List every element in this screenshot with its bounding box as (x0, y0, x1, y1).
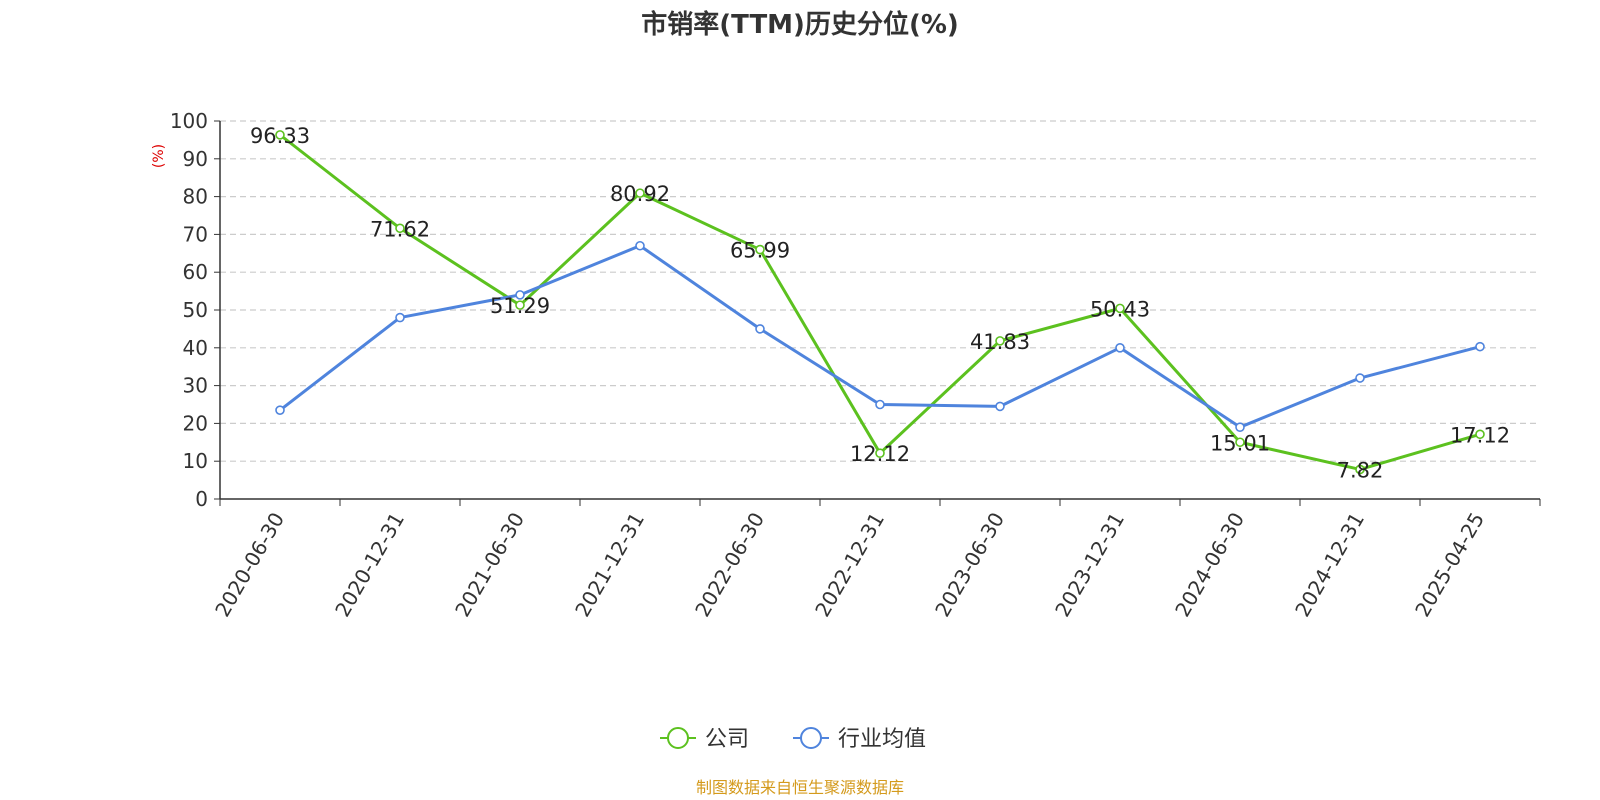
legend-label: 行业均值 (838, 727, 926, 752)
legend-marker (800, 727, 822, 749)
y-tick-label: 60 (183, 260, 208, 284)
data-label: 12.12 (850, 442, 910, 466)
axes: 0 10 20 30 40 50 60 70 80 90 100 2020-06-30 2020-12-… (170, 109, 1541, 621)
grid-lines (220, 120, 1540, 462)
data-point[interactable] (635, 240, 645, 251)
y-tick-label: 70 (183, 222, 208, 246)
data-point[interactable] (1115, 342, 1125, 353)
data-label: 41.83 (970, 330, 1030, 354)
x-tick-label: 2021-12-31 (570, 508, 649, 621)
data-label: 15.01 (1210, 431, 1270, 455)
series-lines (275, 130, 1485, 475)
data-point[interactable] (1355, 464, 1365, 475)
x-tick-label: 2023-12-31 (1050, 508, 1129, 621)
x-tick-label: 2022-12-31 (810, 508, 889, 621)
y-tick-label: 40 (183, 336, 208, 360)
x-tick-label: 2023-06-30 (930, 508, 1009, 621)
data-label: 71.62 (370, 217, 430, 241)
data-point[interactable] (995, 336, 1005, 346)
data-point[interactable] (275, 405, 285, 415)
data-label: 80.92 (610, 182, 670, 206)
legend-item[interactable]: 公司 (660, 727, 749, 752)
data-point[interactable] (515, 290, 525, 300)
data-label: 50.43 (1090, 297, 1150, 321)
data-label: 96.33 (250, 124, 310, 148)
data-point[interactable] (1355, 373, 1365, 383)
chart-title: 市销率(TTM)历史分位(%) (641, 9, 959, 40)
data-point[interactable] (515, 300, 525, 310)
data-label: 7.82 (1337, 458, 1384, 482)
data-point[interactable] (1115, 303, 1125, 314)
data-point[interactable] (875, 399, 885, 410)
y-tick-label: 30 (183, 374, 208, 398)
data-point[interactable] (395, 312, 405, 323)
x-tick-label: 2020-12-31 (330, 508, 409, 621)
source-note: 制图数据来自恒生聚源数据库 (696, 778, 904, 797)
y-tick-label: 100 (170, 109, 208, 133)
series-0 (275, 130, 1485, 475)
data-point[interactable] (395, 223, 405, 234)
x-tick-label: 2024-12-31 (1290, 508, 1369, 621)
x-tick-label: 2024-06-30 (1170, 508, 1249, 621)
data-point[interactable] (1235, 437, 1245, 448)
data-label: 65.99 (730, 239, 790, 263)
y-axis-name: (%) (151, 144, 167, 168)
y-tick-label: 90 (183, 147, 208, 171)
y-tick-label: 10 (183, 449, 208, 473)
series-1 (275, 240, 1485, 432)
data-label: 51.29 (490, 294, 550, 318)
data-labels: 96.33 71.62 51.29 80.92 65.99 12.12 41.83 50.43… (250, 124, 1510, 483)
x-tick-label: 2025-04-25 (1410, 508, 1489, 621)
y-tick-label: 0 (195, 487, 208, 511)
legend-item[interactable]: 行业均值 (793, 727, 926, 752)
data-point[interactable] (875, 448, 885, 458)
data-point[interactable] (1475, 429, 1485, 440)
y-tick-label: 50 (183, 298, 208, 322)
x-tick-label: 2021-06-30 (450, 508, 529, 621)
legend-marker (667, 727, 689, 749)
data-point[interactable] (1475, 341, 1485, 352)
data-point[interactable] (275, 130, 285, 140)
legend: 公司 行业均值 (660, 727, 926, 752)
data-point[interactable] (1235, 422, 1245, 432)
series-line (279, 133, 1481, 471)
y-tick-label: 20 (183, 411, 208, 435)
y-tick-label: 80 (183, 185, 208, 209)
data-point[interactable] (755, 244, 765, 255)
legend-label: 公司 (705, 727, 749, 752)
data-point[interactable] (635, 188, 645, 198)
x-tick-label: 2020-06-30 (210, 508, 289, 621)
data-label: 17.12 (1450, 423, 1510, 447)
data-point[interactable] (755, 324, 765, 334)
x-tick-label: 2022-06-30 (690, 508, 769, 621)
data-point[interactable] (995, 401, 1005, 412)
